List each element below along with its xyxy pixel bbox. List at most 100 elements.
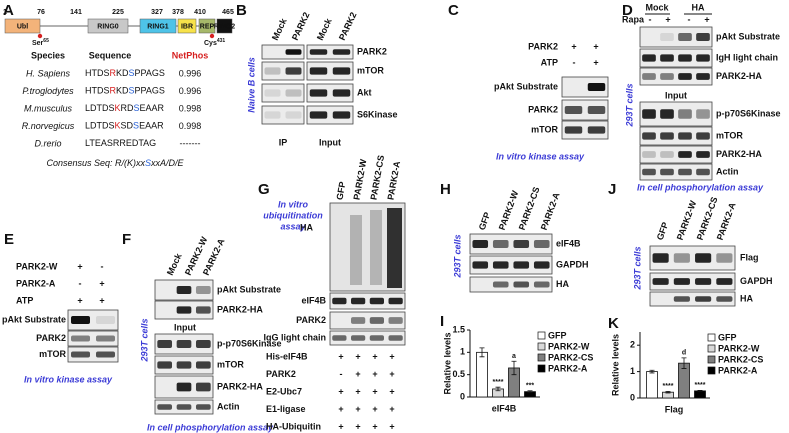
band [696, 109, 710, 119]
band [264, 111, 281, 119]
blot [649, 291, 736, 307]
sequence-part: HTDS [85, 86, 110, 96]
condition-sign: + [372, 351, 377, 361]
band [678, 132, 692, 140]
condition-sign: + [389, 386, 394, 396]
lane-label: PARK2-A [715, 201, 738, 242]
domain-name: RING2 [214, 23, 236, 30]
treatment-sign: - [688, 14, 691, 24]
band [351, 297, 366, 305]
legend-swatch [537, 331, 546, 340]
lane-label: PARK2-W [351, 158, 368, 201]
sequence-part: SD [121, 121, 134, 131]
sequence-part: KD [116, 68, 129, 78]
band [472, 261, 489, 269]
sequence-part: K [115, 121, 121, 131]
blot [639, 48, 713, 68]
residue-position: 76 [37, 9, 45, 16]
blot-label: PARK2-HA [716, 71, 762, 81]
site-residue: Cys [204, 40, 217, 47]
domain-name: REP [200, 23, 215, 30]
blot-label: Actin [217, 401, 240, 411]
band [369, 335, 384, 341]
blot [306, 105, 354, 125]
lane-label: PARK2 [290, 11, 312, 42]
blot [329, 330, 406, 346]
panel-label: B [236, 2, 247, 19]
significance-label: **** [493, 379, 504, 386]
band [332, 67, 351, 75]
condition-name: PARK2-A [16, 278, 56, 288]
band [176, 286, 192, 294]
group-label: HA [692, 2, 705, 12]
band [388, 297, 403, 305]
band [285, 49, 302, 55]
section-label: Input [174, 322, 196, 332]
blot-label: PARK2-HA [217, 381, 263, 391]
netphos-score: ------- [180, 138, 201, 148]
blot [639, 26, 713, 48]
band [678, 54, 692, 62]
blot [306, 83, 354, 103]
assay-label: In vitro kinase assay [24, 374, 113, 384]
blot [67, 346, 119, 363]
residue-position: 141 [70, 9, 82, 16]
panel-label: E [4, 231, 14, 248]
band [332, 89, 351, 97]
band [642, 132, 656, 140]
domain [177, 18, 197, 34]
band [176, 306, 192, 314]
site-label: Ser65 [32, 38, 49, 47]
band [332, 297, 347, 305]
blot-label: eIF4B [301, 295, 326, 305]
sequence-part: LDTDS [85, 121, 115, 131]
band [71, 335, 90, 342]
lane-label: Mock [270, 16, 289, 42]
netphos-score: 0.996 [179, 68, 202, 78]
site-number: 65 [43, 38, 49, 44]
smear [387, 208, 402, 288]
condition-name: ATP [541, 57, 558, 67]
blot-label: Flag [740, 252, 759, 262]
band [660, 33, 674, 41]
band [587, 126, 606, 134]
band [157, 404, 173, 410]
residue-position: 465 [222, 9, 234, 16]
legend-swatch [707, 333, 716, 342]
condition-name: HA-Ubiquitin [266, 421, 321, 431]
legend-swatch [537, 353, 546, 362]
blot-label: HA [740, 293, 753, 303]
error-bar [649, 369, 655, 374]
condition-name: PARK2-W [16, 261, 58, 271]
domain [216, 18, 233, 34]
significance-label: *** [526, 383, 534, 390]
legend-label: PARK2-A [548, 363, 588, 373]
site-label: Cys431 [204, 38, 225, 47]
band [513, 261, 530, 269]
band [195, 404, 211, 410]
blot-label: eIF4B [556, 238, 581, 248]
band [587, 83, 606, 91]
cell-type: 293T cells [632, 246, 642, 290]
consensus-part: xxA/D/E [150, 158, 185, 168]
blot-label: mTOR [531, 124, 558, 134]
netphos-score: 0.996 [179, 86, 202, 96]
lane-label: GFP [655, 221, 671, 242]
significance-label: d [682, 350, 686, 357]
assay-label: In cell phosphorylation assay [147, 422, 274, 432]
domain [198, 18, 216, 34]
condition-sign: + [372, 404, 377, 414]
blot [469, 276, 553, 293]
lane-label: GFP [334, 181, 347, 201]
y-tick-label: 0 [630, 392, 635, 402]
legend-label: GFP [718, 332, 737, 342]
band [176, 361, 192, 369]
band [264, 67, 281, 75]
residue-position: 410 [194, 9, 206, 16]
legend-label: PARK2-CS [548, 352, 593, 362]
condition-sign: + [77, 295, 82, 305]
band [176, 340, 192, 348]
band [533, 281, 550, 288]
blot [649, 272, 736, 291]
domain [87, 18, 129, 34]
